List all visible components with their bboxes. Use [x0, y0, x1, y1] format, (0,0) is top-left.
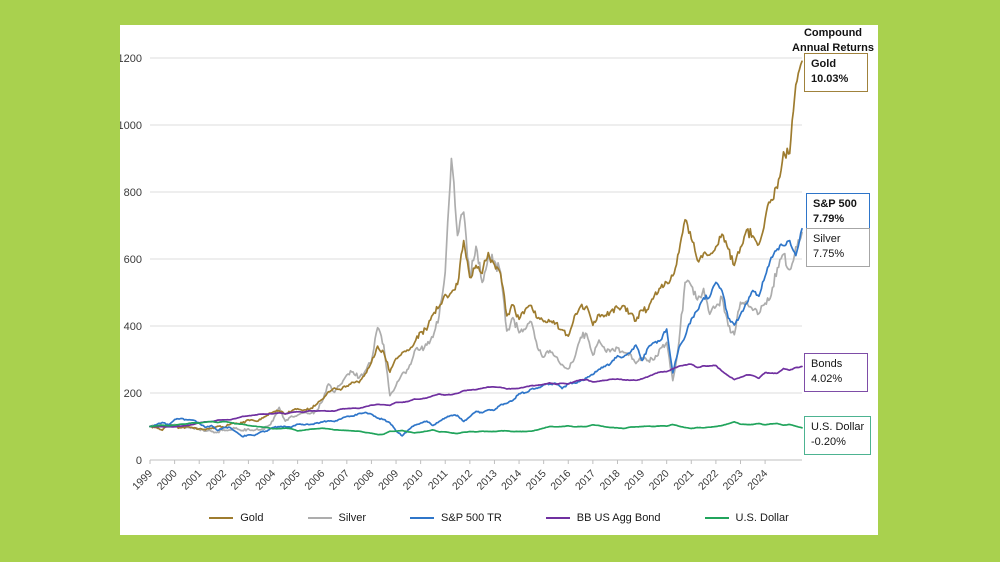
us-dollar-line-swatch-icon — [704, 516, 729, 520]
series-line-u-s-dollar — [149, 420, 803, 436]
x-tick-label: 2005 — [278, 468, 303, 493]
x-tick-label: 2003 — [229, 468, 254, 493]
legend-item-bb-us-agg-bond: BB US Agg Bond — [545, 512, 661, 524]
legend-label: BB US Agg Bond — [576, 512, 661, 524]
legend-item-gold: Gold — [209, 512, 264, 524]
x-tick-label: 2016 — [548, 468, 573, 493]
legend-item-us-dollar: U.S. Dollar — [704, 512, 789, 524]
annotation-value: 7.75% — [813, 247, 845, 260]
x-tick-label: 2023 — [721, 468, 746, 493]
x-tick-label: 1999 — [130, 468, 155, 493]
x-tick-label: 2007 — [327, 468, 352, 493]
y-tick-label: 1000 — [120, 120, 142, 132]
y-tick-label: 0 — [136, 455, 142, 467]
legend-label: S&P 500 TR — [441, 512, 502, 524]
y-tick-label: 1200 — [120, 53, 142, 65]
annotation-box-bonds: Bonds 4.02% — [804, 353, 868, 392]
x-tick-label: 2021 — [671, 468, 696, 493]
annotation-box-silver: Silver 7.75% — [806, 228, 870, 267]
x-tick-label: 2017 — [573, 468, 598, 493]
x-tick-label: 2010 — [401, 468, 426, 493]
x-tick-label: 2012 — [450, 468, 475, 493]
annotation-label: Silver — [813, 233, 841, 245]
annotation-label: U.S. Dollar — [811, 421, 865, 433]
annotation-value: 4.02% — [811, 372, 843, 385]
legend-item-silver: Silver — [307, 512, 367, 524]
legend-label: Silver — [338, 512, 367, 524]
x-tick-label: 2001 — [179, 468, 204, 493]
x-tick-label: 2022 — [696, 468, 721, 493]
y-tick-label: 400 — [124, 321, 142, 333]
series-line-silver — [149, 157, 803, 434]
gold-line-swatch-icon — [209, 516, 234, 520]
x-tick-label: 2006 — [302, 468, 327, 493]
annotation-value: -0.20% — [811, 435, 846, 448]
y-tick-label: 200 — [124, 388, 142, 400]
x-tick-label: 2011 — [426, 468, 451, 493]
x-tick-label: 2002 — [204, 468, 229, 493]
series-line-s-p-500-tr — [149, 227, 803, 438]
x-tick-label: 2019 — [622, 468, 647, 493]
x-tick-label: 2020 — [647, 468, 672, 493]
annotation-box-sp500: S&P 500 7.79% — [806, 193, 870, 232]
chart-title-line1: Compound — [803, 27, 863, 39]
chart-title: Compound Annual Returns — [775, 26, 891, 56]
y-tick-label: 800 — [124, 187, 142, 199]
annotation-box-gold: Gold 10.03% — [804, 53, 868, 92]
annotation-label: Gold — [811, 58, 837, 70]
series-line-gold — [149, 60, 803, 432]
legend: Gold Silver S&P 500 TR BB US Agg Bond U.… — [120, 512, 878, 524]
x-tick-label: 2018 — [598, 468, 623, 493]
annotation-label: Bonds — [811, 358, 843, 370]
bond-line-swatch-icon — [545, 516, 570, 520]
x-tick-label: 2013 — [475, 468, 500, 493]
chart-title-line2: Annual Returns — [792, 41, 874, 54]
annotation-value: 7.79% — [813, 212, 845, 225]
legend-item-sp500: S&P 500 TR — [410, 512, 502, 524]
x-tick-label: 2004 — [253, 468, 278, 493]
x-tick-label: 2014 — [499, 468, 524, 493]
legend-label: U.S. Dollar — [735, 512, 789, 524]
x-tick-label: 2024 — [745, 468, 770, 493]
sp500-line-swatch-icon — [410, 516, 435, 520]
x-tick-label: 2015 — [524, 468, 549, 493]
annotation-box-us-dollar: U.S. Dollar -0.20% — [804, 416, 872, 455]
silver-line-swatch-icon — [307, 516, 332, 520]
x-tick-label: 2009 — [376, 468, 401, 493]
y-tick-label: 600 — [124, 254, 142, 266]
series-line-bb-us-agg-bond — [149, 363, 803, 428]
x-tick-label: 2000 — [155, 468, 180, 493]
legend-label: Gold — [240, 512, 264, 524]
annotation-value: 10.03% — [811, 72, 849, 85]
annotation-label: S&P 500 — [813, 198, 857, 210]
x-tick-label: 2008 — [352, 468, 377, 493]
chart-panel: 0 200 400 600 800 1000 1200 1999 2000 2001 2002 200… — [120, 25, 878, 535]
